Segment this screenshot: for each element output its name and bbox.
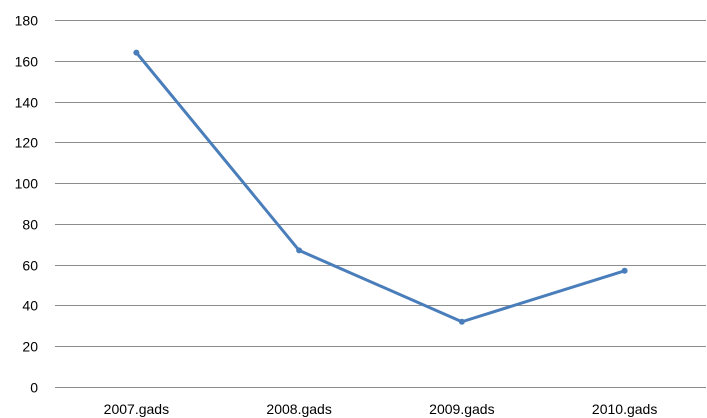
data-point [133, 49, 140, 56]
y-tick-label: 60 [22, 258, 38, 274]
y-tick-label: 120 [15, 135, 39, 151]
y-tick-label: 180 [15, 13, 39, 29]
y-tick-label: 40 [22, 298, 38, 314]
x-tick-label: 2009.gads [429, 401, 494, 417]
data-point [458, 318, 465, 325]
gridlines [55, 20, 706, 388]
x-tick-label: 2010.gads [592, 401, 657, 417]
data-point [296, 247, 303, 254]
x-tick-label: 2007.gads [104, 401, 169, 417]
y-axis-labels: 0 20 40 60 80 100 120 140 160 180 [15, 13, 39, 396]
data-point [621, 267, 628, 274]
y-tick-label: 100 [15, 176, 39, 192]
series-line [134, 51, 627, 324]
y-tick-label: 80 [22, 217, 38, 233]
y-tick-label: 160 [15, 54, 39, 70]
y-tick-label: 140 [15, 95, 39, 111]
series-group [133, 49, 628, 325]
y-tick-label: 0 [30, 380, 38, 396]
x-axis-labels: 2007.gads 2008.gads 2009.gads 2010.gads [104, 401, 658, 417]
x-tick-label: 2008.gads [266, 401, 331, 417]
y-tick-label: 20 [22, 339, 38, 355]
